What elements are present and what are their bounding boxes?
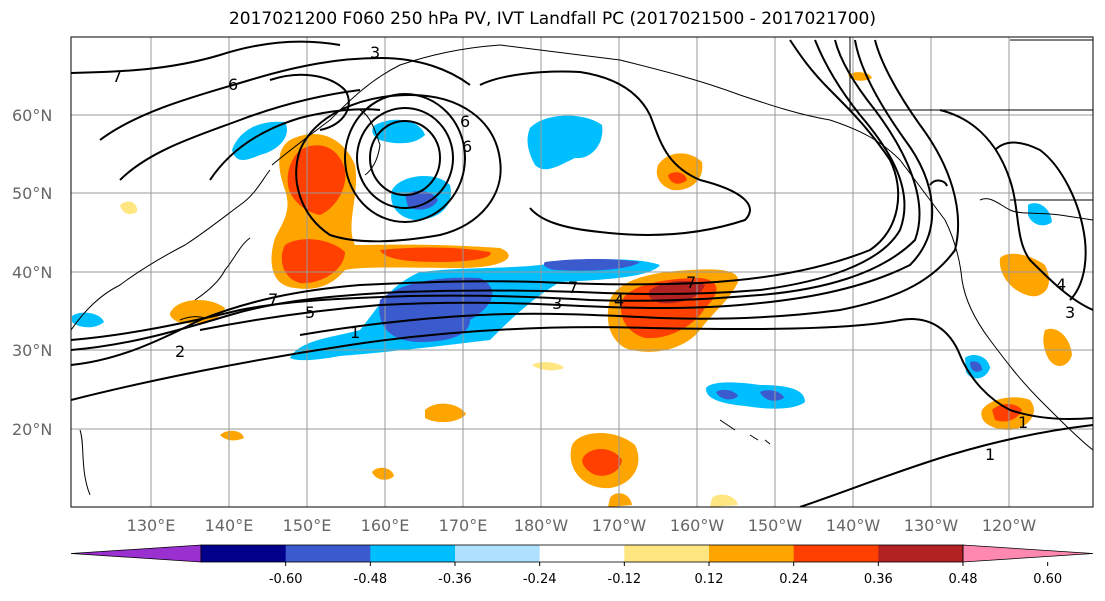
colorbar-segment <box>455 545 541 562</box>
colorbar-tick-label: 0.60 <box>1033 572 1062 587</box>
contour-label: 6 <box>462 137 472 156</box>
colorbar-tick-label: 0.36 <box>864 572 893 587</box>
colorbar: -0.60 -0.48 -0.36 -0.24 -0.12 0.12 0.24 0.36 0.4… <box>70 544 1094 587</box>
negative-anomaly-area <box>232 121 288 160</box>
positive-anomaly-core <box>582 448 622 476</box>
colorbar-tick-label: -0.24 <box>523 572 557 587</box>
lat-label: 30°N <box>12 341 52 360</box>
colorbar-segment <box>285 545 371 562</box>
positive-anomaly-area <box>1043 328 1072 366</box>
lat-label: 50°N <box>12 184 52 203</box>
contour-label: 3 <box>1065 303 1075 322</box>
lon-label: 130°W <box>904 516 959 535</box>
colorbar-segment <box>878 545 964 562</box>
colorbar-outline <box>200 544 964 563</box>
negative-anomaly-core <box>543 259 640 271</box>
colorbar-tick-label: 0.12 <box>695 572 724 587</box>
lat-label: 60°N <box>12 106 52 125</box>
lon-label: 180°W <box>514 516 569 535</box>
positive-anomaly-core <box>992 404 1022 422</box>
positive-anomaly-area <box>372 467 394 480</box>
contour-label: 4 <box>614 291 624 310</box>
contour-label: 7 <box>112 67 122 86</box>
positive-anomaly-core <box>287 145 346 215</box>
contour-label: 5 <box>305 303 315 322</box>
contour-label: 2 <box>175 342 185 361</box>
lon-label: 140°W <box>826 516 881 535</box>
negative-anomaly-core <box>379 277 493 342</box>
contour-label: 1 <box>985 445 995 464</box>
positive-anomaly-area <box>656 153 703 191</box>
graticule <box>71 37 1093 507</box>
contour-label: 7 <box>268 290 278 309</box>
contour-label: 7 <box>686 273 696 292</box>
negative-anomaly-core <box>405 190 438 210</box>
positive-anomaly-core <box>668 172 687 184</box>
negative-anomaly-area <box>705 382 805 409</box>
lat-label: 20°N <box>12 420 52 439</box>
colorbar-extend-high <box>962 544 1094 563</box>
lon-label: 160°E <box>361 516 410 535</box>
colorbar-tick-label: 0.24 <box>779 572 808 587</box>
positive-anomaly-core <box>648 280 705 304</box>
map-frame <box>70 36 1094 508</box>
lon-label: 150°W <box>748 516 803 535</box>
positive-anomaly-area <box>532 362 564 371</box>
contour-label-layer: 7 6 3 7 6 6 5 3 7 4 1 2 1 1 3 4 7 <box>112 43 1075 464</box>
colorbar-tick-label: -0.48 <box>354 572 388 587</box>
positive-anomaly-area <box>608 493 632 507</box>
contour-label: 7 <box>568 278 578 297</box>
positive-anomaly-area <box>710 494 738 507</box>
contour-label: 4 <box>1056 275 1066 294</box>
colorbar-segment <box>539 545 625 562</box>
lon-label: 150°E <box>283 516 332 535</box>
contour-lines <box>71 39 1093 507</box>
colorbar-segment <box>201 545 287 562</box>
longitude-labels: 130°E 140°E 150°E 160°E 170°E 180°W 170°… <box>127 516 1037 535</box>
map-title: 2017021200 F060 250 hPa PV, IVT Landfall… <box>228 9 876 29</box>
negative-anomaly-area <box>1028 203 1052 226</box>
latitude-labels: 60°N 50°N 40°N 30°N 20°N <box>12 106 52 439</box>
colorbar-segment <box>370 545 456 562</box>
negative-anomaly-core <box>970 361 982 372</box>
colorbar-segment <box>793 545 879 562</box>
contour-label: 6 <box>228 75 238 94</box>
lon-label: 120°W <box>982 516 1037 535</box>
positive-anomaly-area <box>425 403 466 423</box>
colorbar-extend-low <box>70 544 202 563</box>
negative-anomaly-core <box>716 389 738 400</box>
lat-label: 40°N <box>12 263 52 282</box>
contour-label: 1 <box>1018 413 1028 432</box>
negative-anomaly-area <box>72 312 104 328</box>
colorbar-tick-label: 0.48 <box>949 572 978 587</box>
colorbar-segment <box>709 545 795 562</box>
colorbar-tick-label: -0.36 <box>438 572 472 587</box>
negative-anomaly-area <box>527 115 603 170</box>
positive-anomaly-area <box>220 430 244 441</box>
lon-label: 130°E <box>127 516 176 535</box>
colorbar-tick-label: -0.12 <box>608 572 642 587</box>
colorbar-segment <box>624 545 710 562</box>
contour-label: 6 <box>460 112 470 131</box>
lon-label: 140°E <box>205 516 254 535</box>
lon-label: 170°E <box>439 516 488 535</box>
contour-label: 3 <box>370 43 380 62</box>
contour-label: 1 <box>350 323 360 342</box>
positive-anomaly-area <box>120 201 138 214</box>
contour-label: 3 <box>552 294 562 313</box>
negative-anomaly-core <box>760 390 784 401</box>
lon-label: 170°W <box>592 516 647 535</box>
lon-label: 160°W <box>670 516 725 535</box>
colorbar-tick-label: -0.60 <box>269 572 303 587</box>
positive-anomaly-area <box>999 253 1050 297</box>
